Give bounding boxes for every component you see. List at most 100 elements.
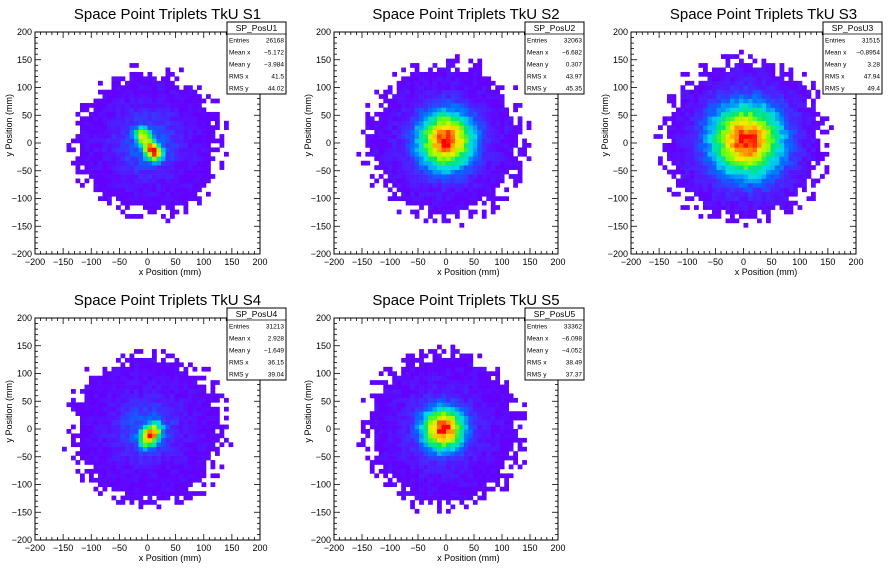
heatmap-cell (219, 442, 225, 448)
heatmap-cell (75, 468, 81, 474)
heatmap-cell (685, 98, 690, 104)
heatmap-cell (410, 357, 415, 363)
heatmap-cell (739, 116, 744, 122)
heatmap-cell (712, 187, 717, 193)
heatmap-cell (396, 111, 402, 117)
heatmap-cell (387, 366, 393, 372)
heatmap-cell (188, 397, 193, 403)
heatmap-cell (784, 85, 789, 91)
heatmap-cell (703, 187, 708, 193)
heatmap-cell (179, 486, 184, 492)
heatmap-cell (401, 442, 406, 448)
heatmap-cell (486, 76, 492, 82)
heatmap-cell (383, 415, 389, 421)
heatmap-cell (707, 111, 713, 117)
heatmap-cell (125, 200, 130, 206)
heatmap-cell (770, 174, 776, 179)
heatmap-cell (454, 429, 460, 434)
heatmap-cell (508, 147, 514, 153)
heatmap-cell (517, 147, 523, 153)
heatmap-cell (161, 357, 166, 363)
heatmap-cell (454, 160, 460, 166)
heatmap-cell (775, 174, 780, 179)
heatmap-cell (84, 393, 90, 399)
heatmap-cell (779, 147, 785, 153)
heatmap-cell (694, 160, 699, 166)
heatmap-cell (508, 120, 514, 126)
heatmap-cell (392, 147, 398, 153)
x-tick-label: −150 (53, 257, 73, 267)
heatmap-cell (432, 437, 438, 443)
heatmap-cell (446, 200, 451, 206)
y-tick-label: −50 (613, 166, 628, 176)
heatmap-cell (784, 169, 789, 175)
heatmap-cell (761, 182, 767, 188)
heatmap-cell (437, 393, 442, 399)
heatmap-cell (143, 362, 148, 368)
heatmap-cell (446, 143, 451, 148)
heatmap-cell (526, 156, 532, 162)
heatmap-cell (468, 214, 474, 219)
heatmap-cell (197, 147, 202, 153)
heatmap-cell (739, 103, 744, 108)
heatmap-cell (757, 98, 762, 104)
heatmap-cell (374, 125, 380, 130)
heatmap-cell (410, 98, 415, 104)
heatmap-cell (396, 468, 402, 474)
heatmap-cell (716, 160, 722, 166)
heatmap-cell (788, 156, 794, 162)
y-tick-label: −50 (17, 452, 32, 462)
heatmap-cell (689, 160, 695, 166)
heatmap-cell (410, 200, 415, 206)
heatmap-cell (206, 397, 211, 403)
stats-label: Mean x (527, 336, 549, 343)
heatmap-cell (454, 366, 460, 372)
heatmap-cell (811, 151, 816, 157)
heatmap-cell (739, 178, 744, 184)
heatmap-cell (752, 103, 758, 108)
heatmap-cell (129, 473, 135, 479)
heatmap-cell (504, 424, 510, 430)
heatmap-cell (405, 411, 411, 416)
heatmap-cell (513, 85, 518, 91)
heatmap-cell (419, 486, 424, 492)
heatmap-cell (102, 169, 108, 175)
heatmap-cell (111, 111, 117, 117)
heatmap-cell (481, 165, 487, 170)
heatmap-cell (120, 134, 126, 139)
heatmap-cell (802, 138, 807, 144)
heatmap-cell (743, 120, 749, 126)
heatmap-cell (441, 98, 447, 104)
heatmap-cell (793, 200, 798, 206)
heatmap-cell (210, 129, 216, 135)
heatmap-cell (374, 402, 380, 408)
heatmap-cell (504, 169, 510, 175)
heatmap-cell (165, 353, 171, 359)
heatmap-cell (75, 156, 81, 162)
stats-label: Mean x (229, 336, 251, 343)
heatmap-cell (423, 366, 429, 372)
heatmap-cell (725, 85, 731, 91)
heatmap-cell (120, 468, 126, 474)
heatmap-cell (685, 151, 690, 157)
heatmap-cell (111, 103, 117, 108)
heatmap-cell (423, 200, 429, 206)
heatmap-cell (392, 156, 398, 162)
heatmap-cell (107, 138, 112, 144)
heatmap-cell (450, 349, 456, 354)
heatmap-cell (423, 477, 429, 483)
x-tick-label: 50 (469, 257, 479, 267)
heatmap-cell (428, 406, 433, 412)
heatmap-cell (93, 103, 99, 108)
heatmap-cell (396, 460, 402, 465)
heatmap-cell (676, 165, 681, 170)
heatmap-cell (387, 437, 393, 443)
heatmap-cell (463, 103, 469, 108)
heatmap-cell (517, 178, 523, 184)
heatmap-cell (401, 371, 406, 377)
heatmap-cell (378, 138, 384, 144)
heatmap-cell (93, 411, 99, 416)
heatmap-cell (725, 116, 731, 122)
heatmap-cell (454, 357, 460, 363)
heatmap-cell (432, 205, 438, 210)
